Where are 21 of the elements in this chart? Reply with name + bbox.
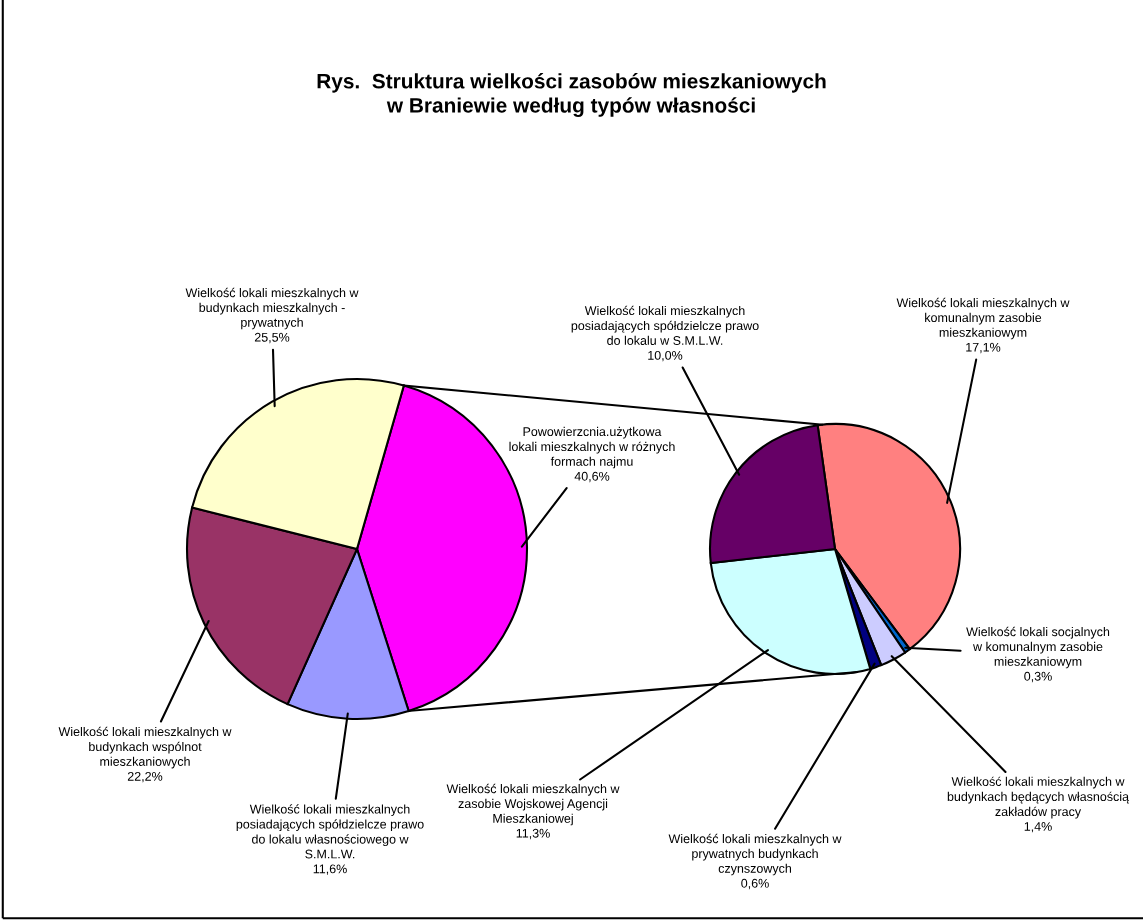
slice-label: Wielkość lokali mieszkalnych w budynkach będących własnością zakładów pracy	[947, 776, 1130, 819]
slice-label: Wielkość lokali mieszkalnych w prywatnych budynkach czynszowych	[668, 833, 842, 876]
slice-label: Wielkość lokali mieszkalnych w komunalnym zasobie mieszkaniowym	[896, 297, 1070, 340]
data-label: 11,3%	[516, 828, 550, 840]
slice-label: Wielkość lokali mieszkalnych w budynkach wspólnot mieszkaniowych	[58, 726, 232, 769]
slice-label: Wielkość lokali mieszkalnych posiadających spółdzielcze prawo do lokalu własnościowego w S.M.L.W.	[236, 804, 424, 859]
data-label: 17,1%	[966, 342, 1001, 354]
slice-label: Wielkość lokali socjalnych w komunalnym zasobie mieszkaniowym	[966, 626, 1110, 669]
slice-label: Wielkość lokali mieszkalnych w zasobie Wojskowej Agencji Mieszkaniowej	[446, 783, 620, 826]
data-label: 22,2%	[127, 771, 163, 783]
data-label: 11,6%	[313, 864, 347, 875]
slice-label: Wielkość lokali mieszkalnych posiadających spółdzielcze prawo do lokalu w S.M.L.W.	[571, 305, 759, 345]
slice-label: Powowierzcnia.użytkowa lokali mieszkalnych w różnych formach najmu	[509, 426, 675, 469]
chart-title: Rys. Struktura wielkości zasobów mieszkaniowych w Braniewie według typów własności	[317, 73, 826, 117]
data-label: 0,6%	[741, 878, 769, 890]
data-label: 10,0%	[648, 350, 683, 362]
data-label: 0,3%	[1024, 671, 1052, 683]
data-label: 1,4%	[1024, 822, 1052, 833]
data-label: 40,6%	[574, 471, 610, 483]
slice-label: Wielkość lokali mieszkalnych w budynkach mieszkalnych - prywatnych	[185, 287, 359, 330]
data-label: 25,5%	[254, 332, 290, 344]
